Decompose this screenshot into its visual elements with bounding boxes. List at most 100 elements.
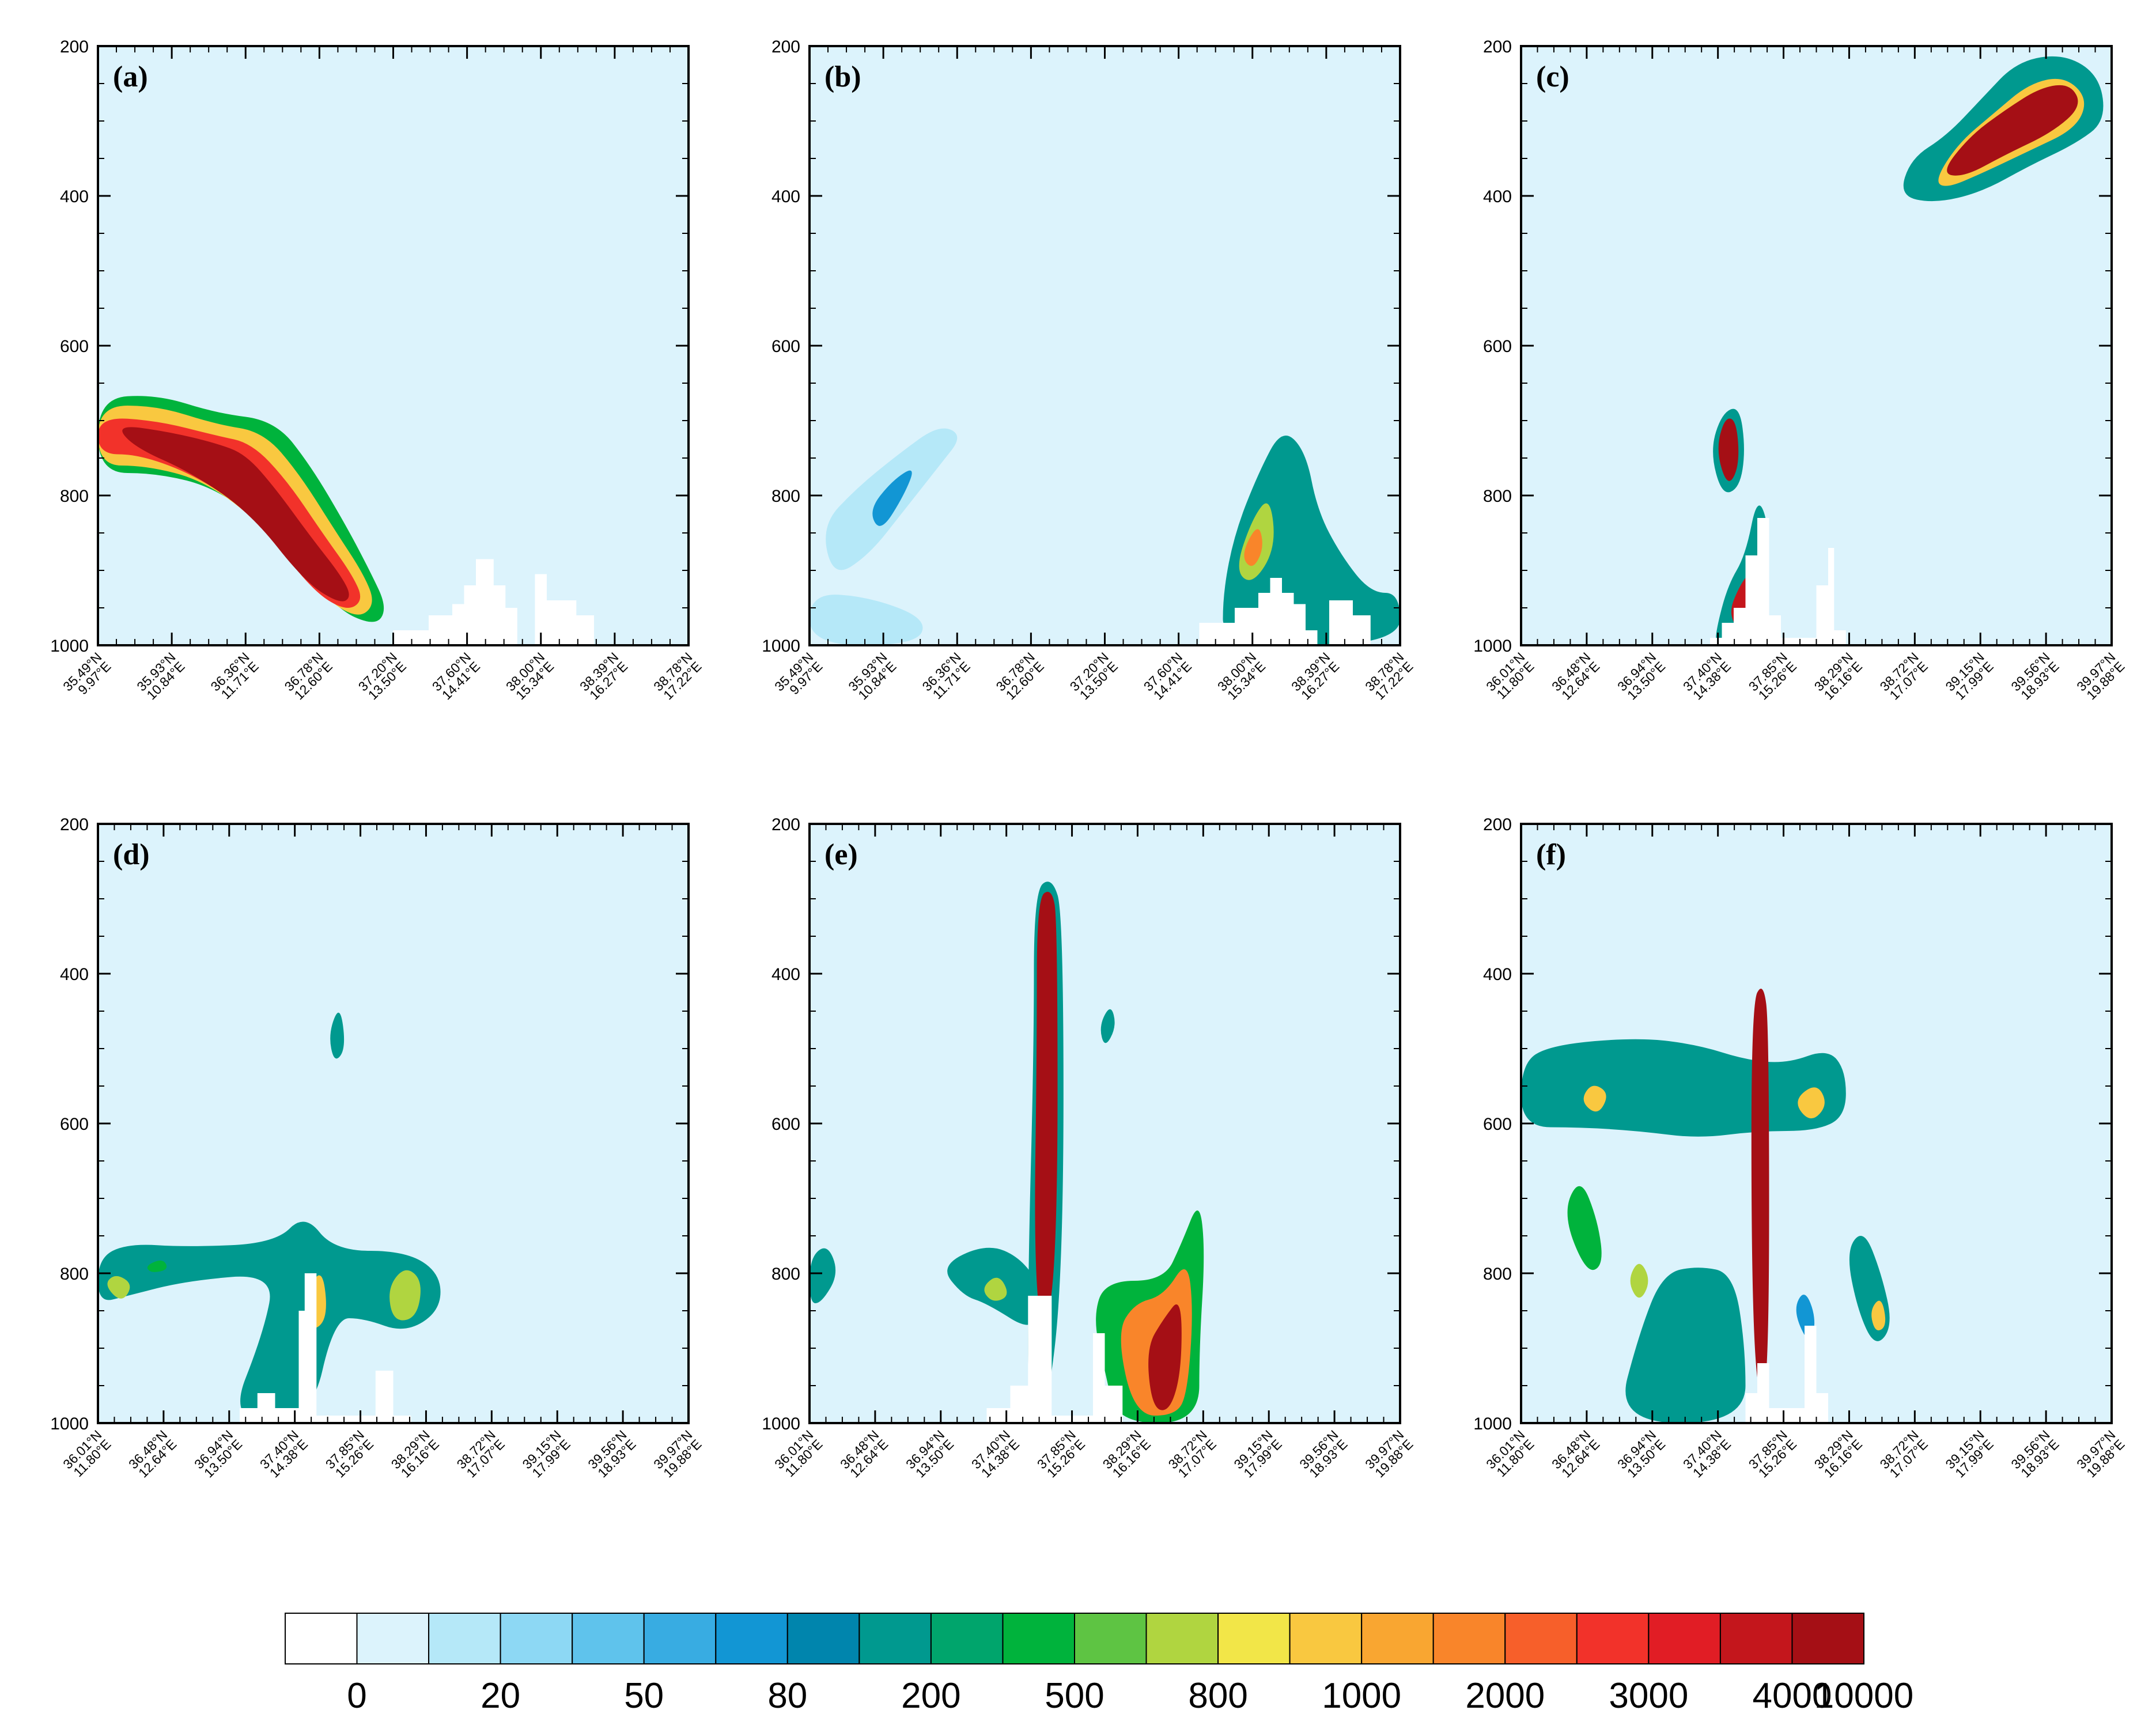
y-tick-label: 1000 [762, 637, 800, 656]
contour-region [389, 1270, 421, 1321]
contour-region [98, 1221, 441, 1423]
contour-region [147, 1260, 167, 1272]
colorbar-swatch [1791, 1613, 1864, 1664]
terrain-mask [1521, 1326, 2112, 1423]
colorbar-swatch [1002, 1613, 1075, 1664]
contour-region [1625, 1268, 1746, 1423]
plot-background [98, 46, 689, 645]
colorbar-swatch [356, 1613, 429, 1664]
colorbar-label: 50 [624, 1676, 664, 1710]
colorbar-swatch [1361, 1613, 1434, 1664]
colorbar-swatch [285, 1613, 358, 1664]
y-tick-label: 800 [771, 487, 800, 506]
contour-region [810, 595, 923, 645]
colorbar-label: 500 [1045, 1676, 1104, 1710]
contour-region [1871, 1300, 1886, 1331]
y-tick-label: 400 [60, 965, 89, 984]
y-tick-label: 600 [1483, 337, 1512, 356]
panel-label: (b) [824, 60, 861, 93]
contour-region [1035, 891, 1058, 1326]
y-tick-label: 1000 [1473, 1414, 1512, 1433]
colorbar-swatch [500, 1613, 573, 1664]
colorbar-swatch [786, 1613, 860, 1664]
y-tick-label: 400 [60, 187, 89, 206]
colorbar-swatch [930, 1613, 1004, 1664]
y-tick-label: 600 [771, 1115, 800, 1134]
contour-region [1630, 1263, 1648, 1298]
colorbar-label: 4000 [1753, 1676, 1832, 1710]
colorbar-swatch [1145, 1613, 1219, 1664]
contour-region [1244, 529, 1262, 566]
colorbar-label: 800 [1188, 1676, 1247, 1710]
contour-region [1798, 1087, 1825, 1119]
colorbar-swatch [858, 1613, 932, 1664]
y-tick-label: 200 [60, 815, 89, 834]
colorbar-swatch [715, 1613, 788, 1664]
y-tick-label: 200 [771, 815, 800, 834]
contour-region [107, 1276, 130, 1299]
contour-region [330, 1012, 345, 1059]
y-tick-label: 200 [771, 37, 800, 56]
contour-region [122, 427, 349, 601]
panel-label: (f) [1536, 838, 1566, 871]
panel-label: (a) [113, 60, 148, 93]
terrain-mask [98, 1273, 689, 1423]
y-tick-label: 1000 [50, 637, 89, 656]
y-tick-label: 600 [60, 337, 89, 356]
contour-region [1100, 1009, 1115, 1043]
contour-region [810, 1248, 836, 1303]
colorbar-swatch [643, 1613, 717, 1664]
contour-region [1567, 1186, 1602, 1270]
y-tick-label: 1000 [1473, 637, 1512, 656]
y-tick-label: 800 [771, 1265, 800, 1284]
panel-label: (c) [1536, 60, 1569, 93]
contour-region [984, 1277, 1007, 1301]
colorbar-swatch [1074, 1613, 1147, 1664]
contour-region [1947, 85, 2078, 176]
contour-region [872, 470, 912, 526]
colorbar-swatch [572, 1613, 645, 1664]
colorbar-label: 1000 [1322, 1676, 1401, 1710]
colorbar-label: 10000 [1814, 1676, 1913, 1710]
y-tick-label: 200 [1483, 815, 1512, 834]
contour-region [1751, 989, 1769, 1394]
colorbar-label: 80 [767, 1676, 807, 1710]
panel-label: (e) [824, 838, 858, 871]
colorbar-swatch [1289, 1613, 1363, 1664]
y-tick-label: 800 [60, 487, 89, 506]
y-tick-label: 1000 [762, 1414, 800, 1433]
colorbar-label: 200 [901, 1676, 960, 1710]
colorbar-swatch [1432, 1613, 1506, 1664]
contour-region [1148, 1304, 1182, 1410]
colorbar-label: 0 [347, 1676, 366, 1710]
y-tick-label: 800 [1483, 1265, 1512, 1284]
y-tick-label: 600 [1483, 1115, 1512, 1134]
colorbar-label: 3000 [1609, 1676, 1688, 1710]
plot-background [98, 824, 689, 1423]
colorbar-label: 2000 [1465, 1676, 1545, 1710]
y-tick-label: 200 [60, 37, 89, 56]
terrain-mask [98, 559, 689, 645]
colorbar-swatch [1217, 1613, 1291, 1664]
y-tick-label: 400 [1483, 187, 1512, 206]
colorbar-swatch [428, 1613, 501, 1664]
y-tick-label: 200 [1483, 37, 1512, 56]
y-tick-label: 600 [60, 1115, 89, 1134]
y-tick-label: 600 [771, 337, 800, 356]
y-tick-label: 400 [771, 187, 800, 206]
terrain-mask [1521, 518, 2112, 645]
colorbar-swatch [1648, 1613, 1721, 1664]
contour-region [1583, 1085, 1606, 1112]
y-tick-label: 400 [1483, 965, 1512, 984]
colorbar-swatch [1719, 1613, 1793, 1664]
panel-label: (d) [113, 838, 150, 871]
y-tick-label: 1000 [50, 1414, 89, 1433]
